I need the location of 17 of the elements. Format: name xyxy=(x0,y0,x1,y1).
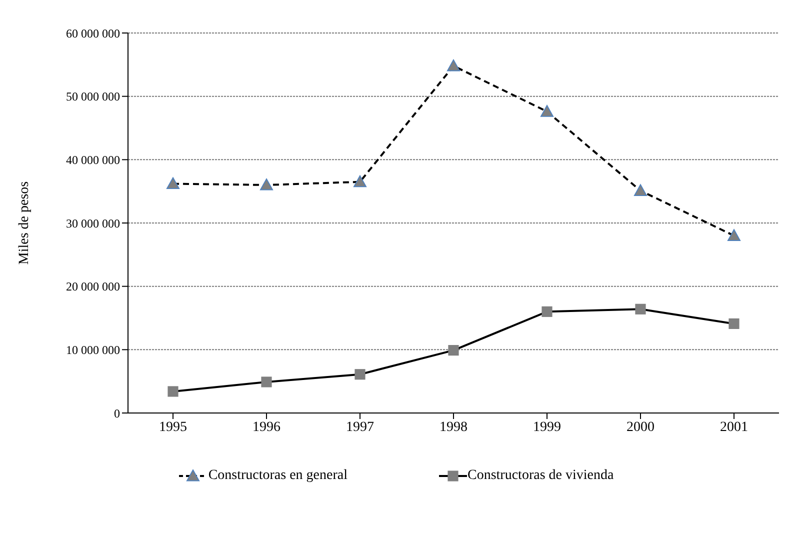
y-tick-label: 20 000 000 xyxy=(66,280,120,294)
x-tick-label: 1997 xyxy=(346,420,374,435)
x-tick-label: 2000 xyxy=(626,420,654,435)
y-axis-title: Miles de pesos xyxy=(16,181,32,265)
x-tick-label: 1995 xyxy=(159,420,187,435)
y-tick-label: 40 000 000 xyxy=(66,152,120,167)
x-tick-label: 1996 xyxy=(252,420,280,435)
legend-label: Constructoras en general xyxy=(208,468,348,484)
y-tick-label: 60 000 000 xyxy=(66,26,120,40)
y-tick-label: 30 000 000 xyxy=(66,216,120,230)
y-tick-label: 50 000 000 xyxy=(66,90,120,104)
x-tick-label: 2001 xyxy=(720,420,748,435)
x-tick-label: 1999 xyxy=(533,420,561,435)
y-tick-label: 10 000 000 xyxy=(66,342,120,357)
legend-label: Constructoras de vivienda xyxy=(468,468,614,484)
x-tick-label: 1998 xyxy=(440,420,468,435)
y-tick-label: 0 xyxy=(114,406,120,420)
